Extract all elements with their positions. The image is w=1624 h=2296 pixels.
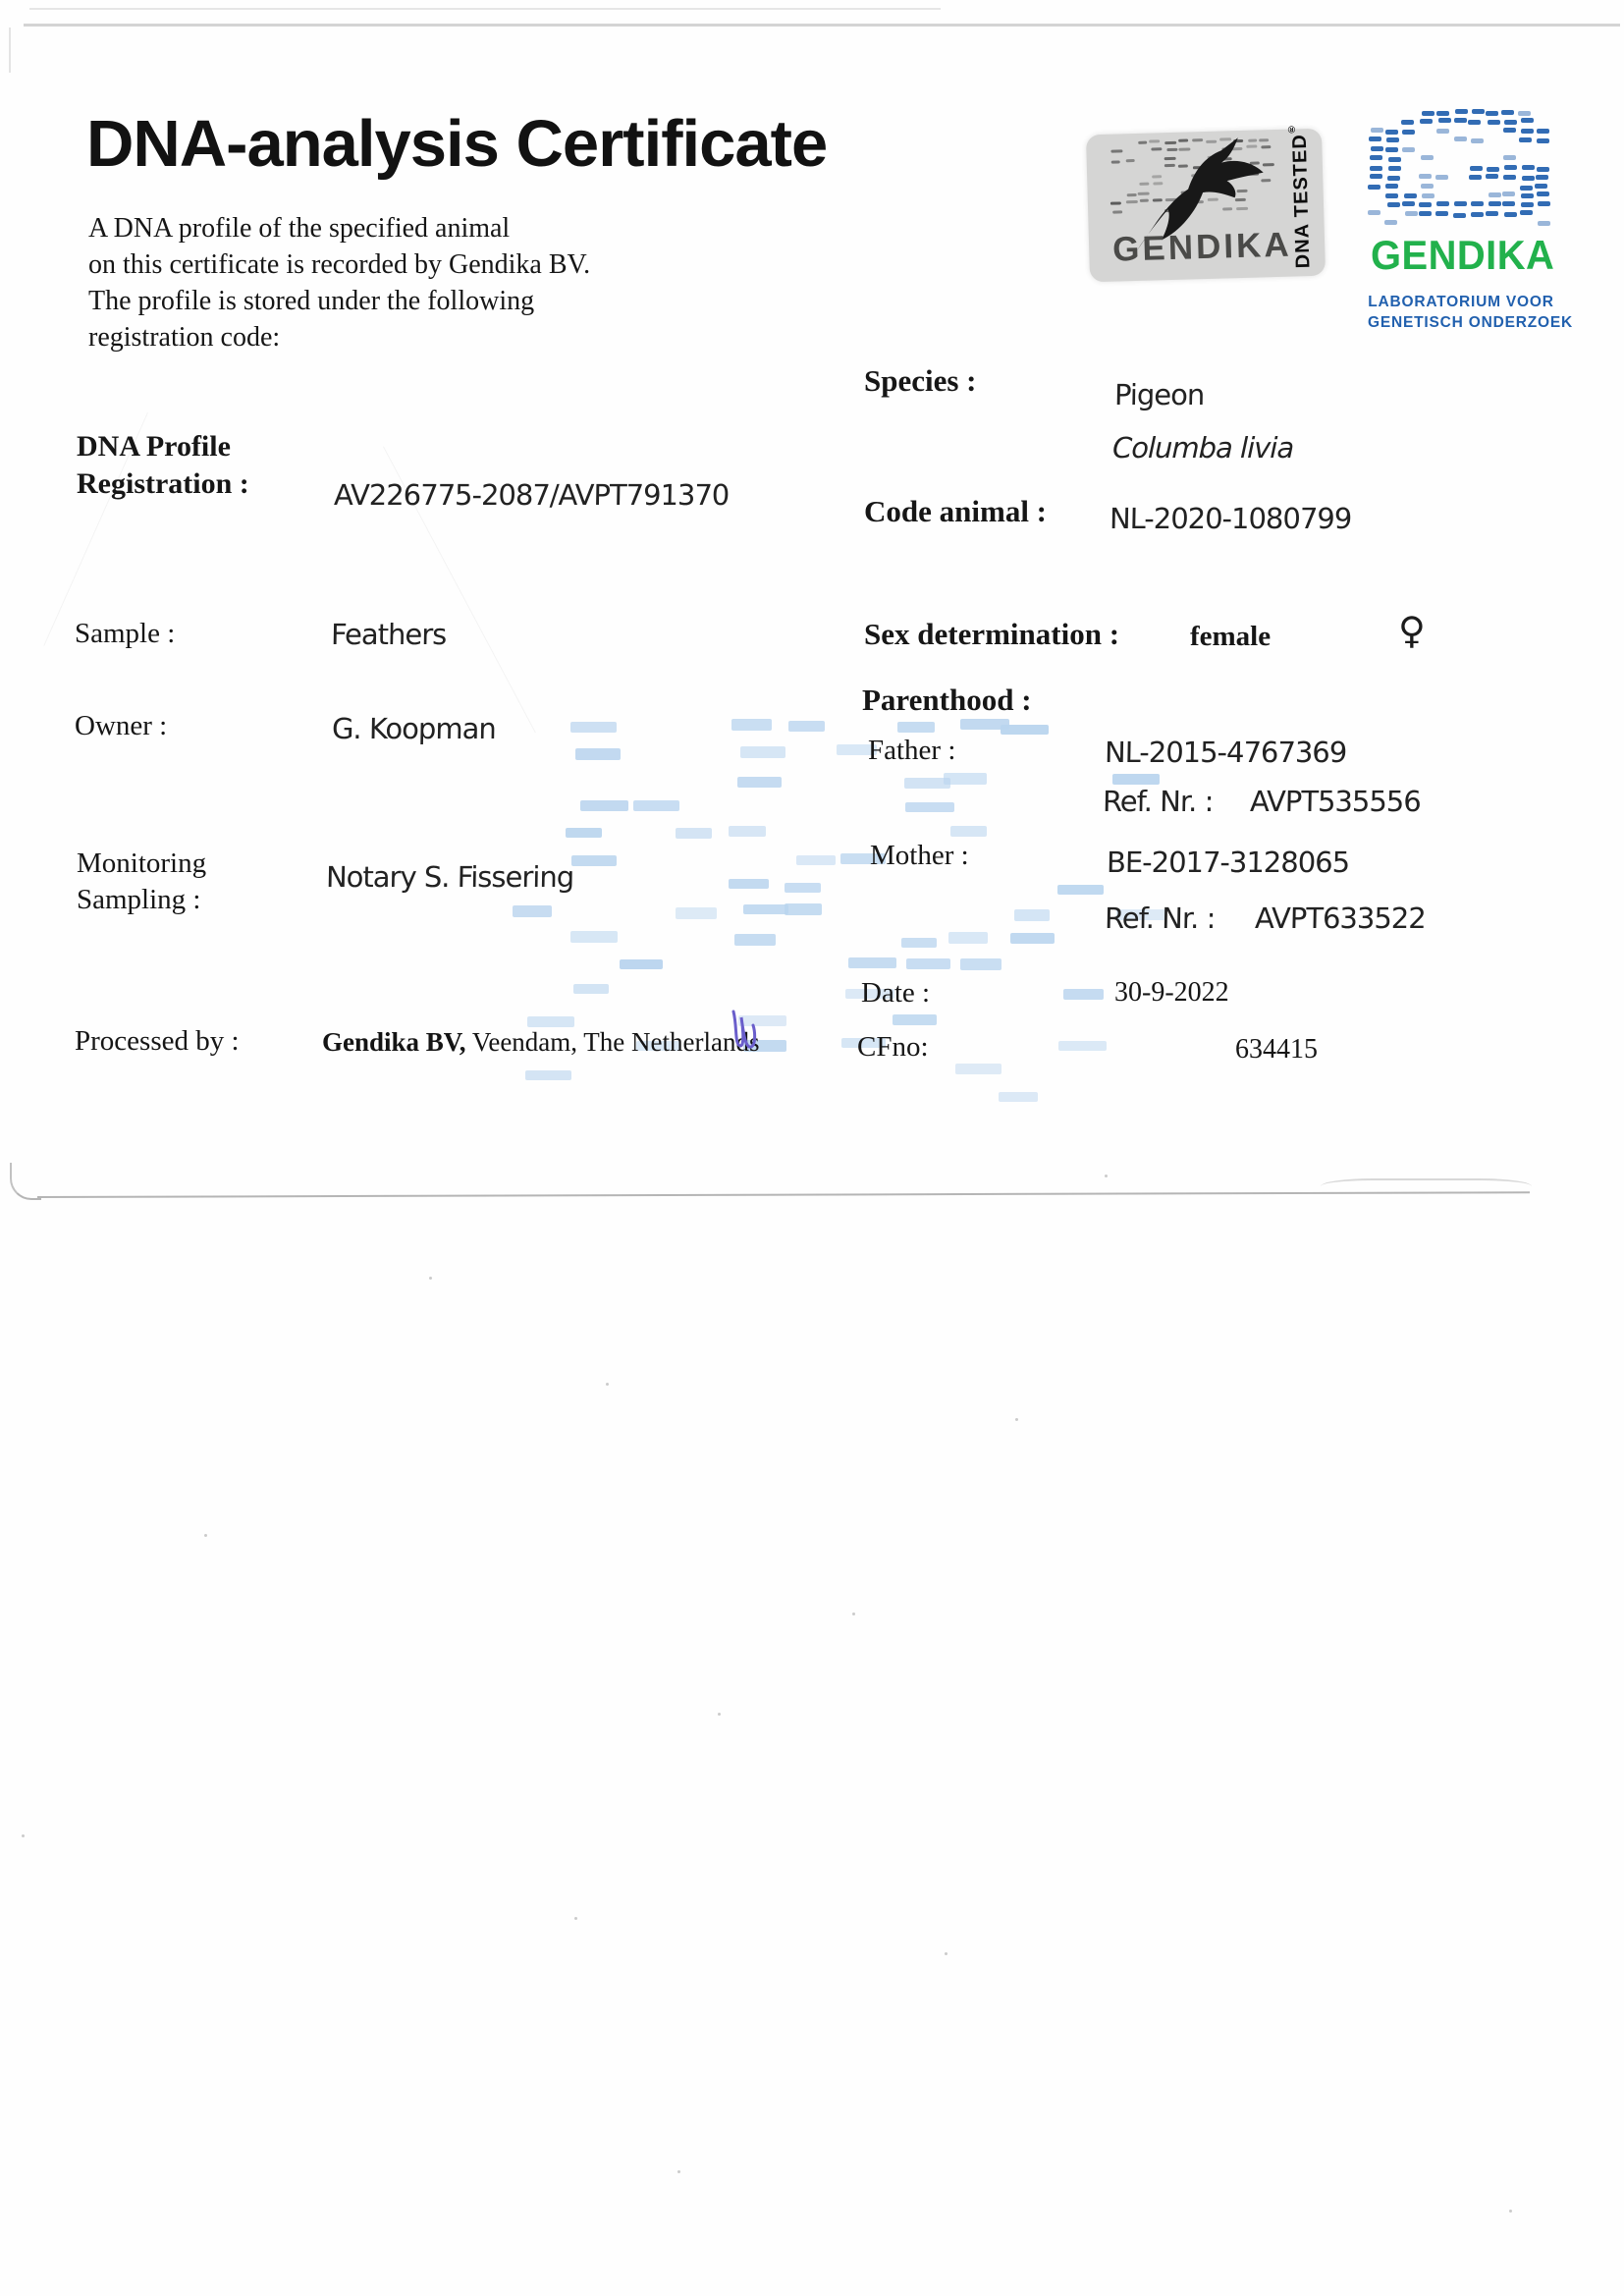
pigeon-silhouette-icon xyxy=(1136,137,1264,252)
field-label-processed-by: Processed by : xyxy=(75,1025,240,1057)
date-value: 30-9-2022 xyxy=(1114,977,1229,1008)
scan-edge-line-top-faint xyxy=(29,8,941,10)
gendika-logo-g-band-art xyxy=(1368,108,1556,232)
field-label-sample: Sample : xyxy=(75,618,176,649)
intro-line: The profile is stored under the followin… xyxy=(88,286,535,316)
intro-line: on this certificate is recorded by Gendi… xyxy=(88,249,591,280)
registered-mark: ® xyxy=(1286,122,1298,135)
mother-value: BE-2017-3128065 xyxy=(1106,846,1350,879)
intro-line: A DNA profile of the specified animal xyxy=(88,213,511,244)
field-label-father: Father : xyxy=(868,735,956,766)
signature-squiggle xyxy=(731,1010,757,1049)
code-animal-value: NL-2020-1080799 xyxy=(1109,502,1352,535)
species-latin-value: Columba livia xyxy=(1111,431,1294,465)
field-label-code-animal: Code animal : xyxy=(864,494,1047,528)
monitoring-value: Notary S. Fissering xyxy=(325,860,574,894)
father-ref-value: AVPT535556 xyxy=(1249,785,1422,818)
stamp-tag-text: DNA TESTED xyxy=(1289,133,1315,269)
cfno-value: 634415 xyxy=(1235,1034,1318,1065)
scan-edge-line-left xyxy=(9,27,11,73)
sheet-bottom-edge-wave xyxy=(1321,1178,1532,1194)
field-label-registration: Registration : xyxy=(77,467,249,500)
field-label-sampling: Sampling : xyxy=(77,884,201,915)
owner-value: G. Koopman xyxy=(331,712,497,745)
field-label-mother: Mother : xyxy=(870,840,969,871)
field-label-dna-profile: DNA Profile xyxy=(77,430,231,463)
female-symbol: ♀ xyxy=(1398,609,1426,652)
field-label-cfno: CFno: xyxy=(857,1031,929,1063)
field-label-date: Date : xyxy=(861,977,931,1009)
field-label-species: Species : xyxy=(864,363,977,398)
sheet-bottom-edge xyxy=(36,1191,1530,1198)
logo-subtitle-line: GENETISCH ONDERZOEK xyxy=(1368,314,1573,331)
field-label-parenthood: Parenthood : xyxy=(862,683,1032,717)
father-value: NL-2015-4767369 xyxy=(1104,736,1347,769)
intro-line: registration code: xyxy=(88,322,281,353)
processed-by-value: Gendika BV, Veendam, The Netherlands xyxy=(322,1027,759,1058)
stamp-brand-text: GENDIKA xyxy=(1111,225,1293,269)
father-ref-label: Ref. Nr. : xyxy=(1102,785,1214,818)
gendika-foil-stamp: GENDIKA DNA TESTED® xyxy=(1085,122,1326,283)
scan-edge-line-top xyxy=(24,24,1620,27)
mother-ref-label: Ref. Nr. : xyxy=(1104,902,1216,935)
sheet-bottom-left-corner xyxy=(10,1163,41,1200)
stamp-dna-tested-label: DNA TESTED® xyxy=(1286,122,1315,269)
field-label-monitoring: Monitoring xyxy=(77,847,207,879)
sample-value: Feathers xyxy=(330,618,447,651)
processed-by-location: Veendam, The Netherlands xyxy=(465,1027,760,1057)
registration-value: AV226775-2087/AVPT791370 xyxy=(333,478,730,512)
sex-value: female xyxy=(1190,621,1272,652)
gendika-logo-wordmark: GENDIKA xyxy=(1371,232,1555,278)
logo-subtitle-line: LABORATORIUM VOOR xyxy=(1368,294,1554,310)
mother-ref-value: AVPT633522 xyxy=(1254,902,1427,935)
species-value: Pigeon xyxy=(1113,378,1205,411)
processed-by-company: Gendika BV, xyxy=(322,1027,466,1057)
intro-paragraph: A DNA profile of the specified animal on… xyxy=(88,210,590,355)
page-title: DNA-analysis Certificate xyxy=(86,107,828,181)
gendika-logo-subtitle: LABORATORIUM VOOR GENETISCH ONDERZOEK xyxy=(1368,292,1573,333)
field-label-sex-determination: Sex determination : xyxy=(864,617,1120,651)
field-label-owner: Owner : xyxy=(75,710,168,741)
